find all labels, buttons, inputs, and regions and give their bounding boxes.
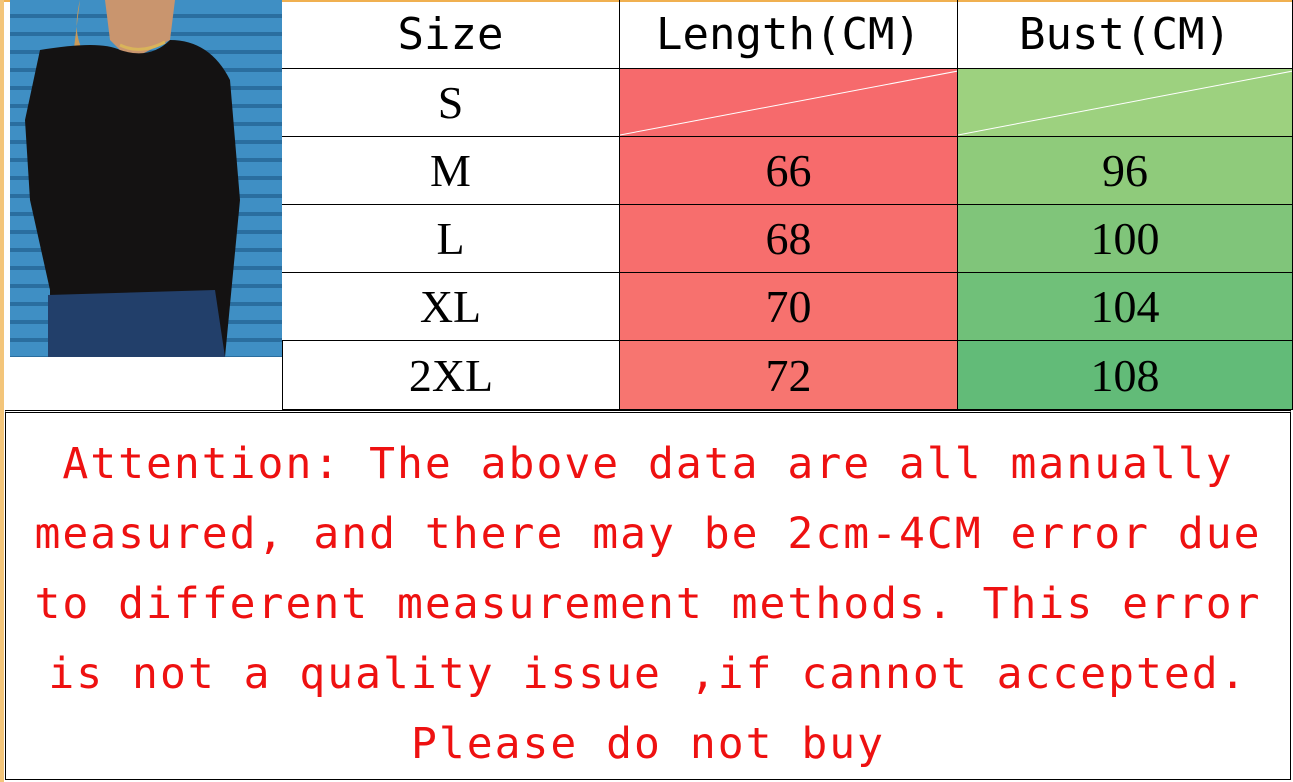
notice-line: to different measurement methods. This e… <box>34 579 1262 629</box>
size-cell: S <box>282 69 620 137</box>
length-cell: 66 <box>620 137 958 205</box>
length-cell: 70 <box>620 273 958 341</box>
length-cell: 68 <box>620 205 958 273</box>
bust-cell: 104 <box>958 273 1293 341</box>
header-length: Length(CM) <box>620 0 958 69</box>
length-cell-empty <box>620 69 958 137</box>
top-border <box>0 0 1293 2</box>
bust-cell: 96 <box>958 137 1293 205</box>
measurement-notice: Attention: The above data are all manual… <box>5 410 1291 780</box>
size-cell: M <box>282 137 620 205</box>
notice-line: Please do not buy <box>410 719 886 769</box>
size-cell: XL <box>282 273 620 341</box>
bust-cell: 108 <box>958 341 1293 410</box>
size-table: Size Length(CM) Bust(CM) S M 66 96 L 68 … <box>282 0 1293 410</box>
notice-line: Attention: The above data are all manual… <box>62 439 1234 489</box>
bust-cell-empty <box>958 69 1293 137</box>
header-bust: Bust(CM) <box>958 0 1293 69</box>
notice-line: measured, and there may be 2cm-4CM error… <box>34 509 1262 559</box>
header-size: Size <box>282 0 620 69</box>
bust-cell: 100 <box>958 205 1293 273</box>
length-cell: 72 <box>620 341 958 410</box>
size-cell: L <box>282 205 620 273</box>
product-photo <box>10 0 282 357</box>
notice-line: is not a quality issue ,if cannot accept… <box>48 649 1248 699</box>
left-border <box>0 0 4 782</box>
size-cell: 2XL <box>282 341 620 410</box>
